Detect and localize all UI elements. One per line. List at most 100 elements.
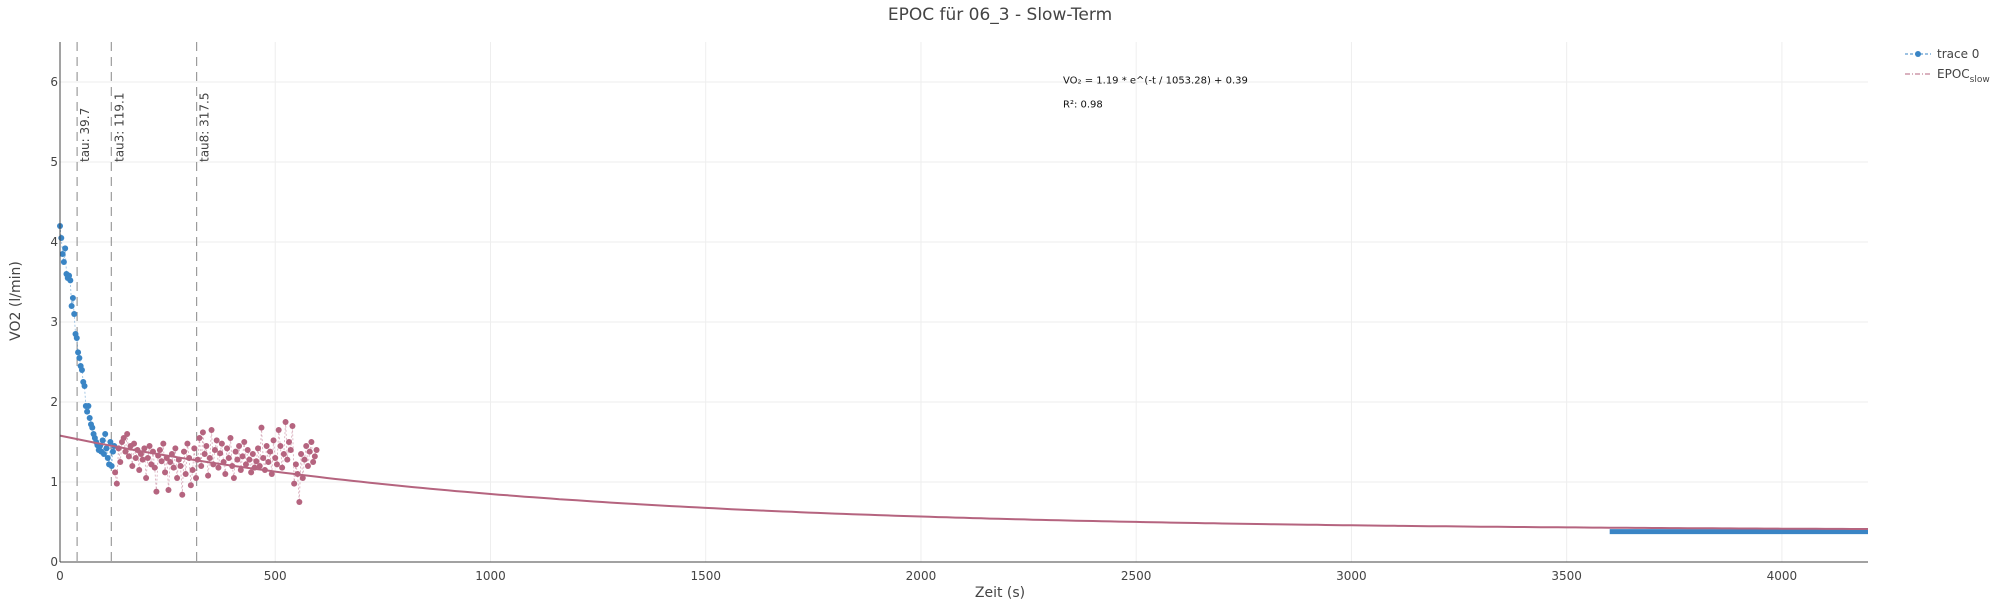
epoc-slow-point: [249, 451, 256, 457]
trace-0-point: [102, 431, 109, 437]
tau-label: tau3: 119.1: [112, 92, 126, 162]
epoc-slow-point: [160, 440, 167, 447]
epoc-slow-point: [241, 439, 248, 445]
epoc-slow-point: [284, 456, 291, 463]
tau-label: tau8: 317.5: [198, 92, 212, 162]
epoc-slow-point: [256, 463, 263, 469]
epoc-slow-point: [282, 419, 289, 425]
trace-0-point: [103, 445, 110, 452]
epoc-slow-point: [196, 435, 203, 441]
trace-0-point: [86, 415, 93, 421]
epoc-slow-point: [237, 467, 244, 473]
trace-0-point: [71, 311, 78, 317]
epoc-slow-point: [308, 439, 315, 445]
epoc-slow-point: [291, 480, 298, 487]
trace-0-point: [85, 403, 92, 409]
y-tick-label: 0: [50, 555, 58, 569]
epoc-slow-point: [179, 491, 186, 498]
epoc-slow-point: [296, 499, 303, 505]
epoc-slow-point: [120, 435, 127, 441]
epoc-slow-point: [255, 445, 262, 452]
epoc-slow-point: [146, 443, 153, 449]
epoc-slow-point: [177, 463, 184, 469]
epoc-slow-point: [170, 464, 177, 471]
trace-0-point: [68, 303, 75, 309]
epoc-slow-fit-curve: [59, 434, 1868, 530]
epoc-slow-point: [136, 467, 143, 473]
epoc-slow-point: [272, 455, 279, 461]
epoc-slow-point: [292, 461, 299, 468]
trace-0-point: [109, 448, 116, 455]
epoc-slow-point: [184, 440, 191, 447]
epoc-slow-point: [151, 464, 158, 471]
epoc-slow-point: [117, 459, 124, 465]
x-tick-label: 4000: [1767, 569, 1798, 583]
epoc-slow-point: [211, 447, 218, 453]
epoc-slow-point: [299, 475, 306, 481]
trace-0-point: [75, 349, 82, 356]
legend-label-trace-0: trace 0: [1937, 47, 1979, 61]
epoc-slow-point: [191, 445, 198, 452]
legend[interactable]: trace 0 EPOCslow: [1905, 47, 1990, 85]
x-tick-label: 3500: [1551, 569, 1582, 583]
epoc-slow-point: [201, 451, 208, 457]
r-squared-annotation: R²: 0.98: [1063, 100, 1103, 111]
epoc-slow-point: [162, 469, 169, 476]
epoc-slow-point: [172, 445, 179, 452]
epoc-slow-point: [158, 458, 165, 465]
fit-layer: [59, 434, 1868, 530]
epoc-slow-point: [242, 461, 249, 468]
epoc-slow-point: [234, 456, 241, 463]
epoc-slow-point: [224, 445, 231, 452]
epoc-slow-point: [113, 480, 120, 487]
y-tick-label: 4: [50, 235, 58, 249]
epoc-slow-point: [227, 435, 234, 441]
epoc-slow-point: [137, 451, 144, 457]
trace-0-point: [100, 451, 107, 457]
tau-label: tau: 39.7: [78, 108, 92, 162]
series-layer: [57, 223, 1868, 535]
epoc-slow-point: [268, 471, 275, 477]
epoc-slow-point: [306, 448, 313, 455]
x-axis-label: Zeit (s): [975, 585, 1025, 600]
y-tick-label: 1: [50, 475, 58, 489]
trace-0-point: [73, 335, 80, 341]
epoc-slow-point: [218, 440, 225, 447]
epoc-slow-point: [180, 448, 187, 455]
legend-label-epoc: EPOC: [1937, 67, 1970, 81]
epoc-slow-point: [267, 448, 274, 455]
epoc-slow-point: [225, 455, 232, 461]
epoc-slow-point: [203, 443, 210, 449]
epoc-slow-point: [131, 440, 138, 447]
epoc-slow-point: [310, 459, 317, 465]
trace-0-point: [59, 251, 66, 257]
trace-0-point: [67, 277, 74, 284]
trace-0-point: [60, 259, 67, 265]
epoc-slow-point: [205, 472, 212, 479]
trace-0-point: [76, 355, 83, 361]
epoc-slow-point: [129, 463, 136, 469]
epoc-slow-point: [232, 448, 239, 455]
epoc-slow-point: [311, 453, 318, 460]
legend-item-trace-0[interactable]: trace 0: [1905, 47, 1979, 61]
epoc-slow-point: [289, 423, 296, 429]
y-tick-label: 2: [50, 395, 58, 409]
epoc-slow-point: [213, 437, 220, 444]
epoc-slow-point: [273, 461, 280, 468]
chart-title: EPOC für 06_3 - Slow-Term: [888, 5, 1112, 25]
y-tick-label: 5: [50, 155, 58, 169]
trace-0-point: [104, 455, 111, 461]
trace-0-point: [78, 367, 85, 373]
x-tick-label: 1000: [475, 569, 506, 583]
epoc-slow-point: [286, 439, 293, 445]
epoc-slow-point: [125, 453, 132, 460]
epoc-slow-point: [193, 475, 200, 481]
epoc-slow-point: [143, 475, 150, 481]
x-tick-label: 500: [264, 569, 287, 583]
epoc-slow-point: [144, 455, 151, 461]
legend-label-epoc-slow: EPOCslow: [1937, 67, 1990, 85]
legend-item-epoc-slow[interactable]: EPOCslow: [1905, 67, 1990, 85]
epoc-slow-point: [122, 448, 129, 455]
y-tick-label: 6: [50, 75, 58, 89]
